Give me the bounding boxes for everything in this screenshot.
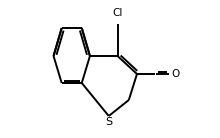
Text: Cl: Cl bbox=[112, 8, 123, 18]
Text: S: S bbox=[105, 117, 112, 127]
Text: O: O bbox=[171, 69, 179, 79]
